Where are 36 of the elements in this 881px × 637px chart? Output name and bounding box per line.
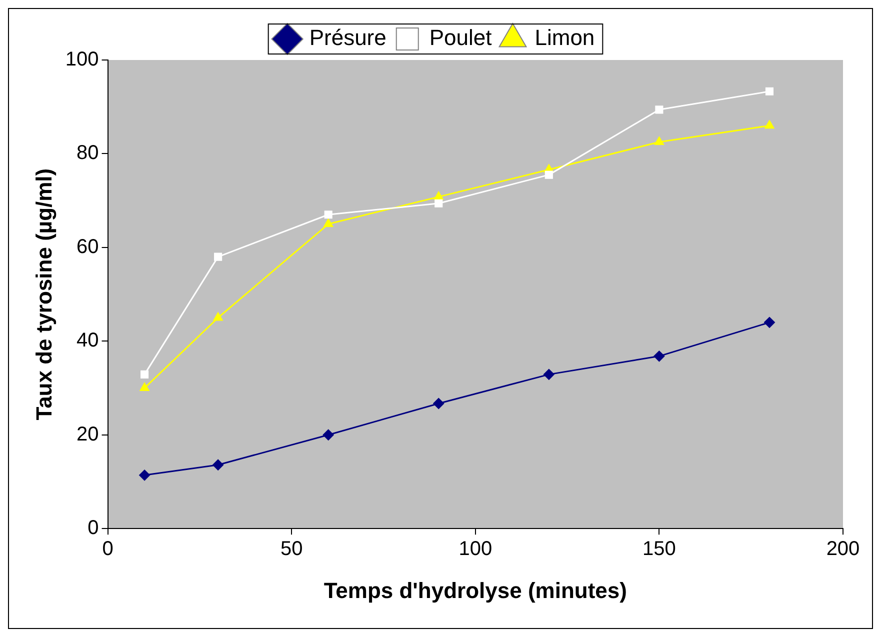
point	[765, 87, 774, 96]
point	[214, 252, 222, 261]
y-tick-label: 80	[76, 142, 99, 164]
point	[764, 316, 775, 328]
legend-label: Présure	[309, 25, 386, 50]
point	[140, 382, 150, 392]
point	[140, 370, 149, 378]
point	[434, 199, 443, 208]
y-tick-label: 60	[76, 236, 99, 258]
x-tick-label: 100	[458, 538, 492, 560]
x-tick-label: 200	[826, 538, 860, 560]
point	[543, 368, 554, 380]
y-tick-label: 100	[65, 48, 99, 71]
legend-label: Limon	[534, 25, 595, 50]
point	[764, 120, 774, 129]
point	[654, 350, 665, 362]
point	[213, 312, 223, 321]
x-tick-label: 0	[102, 538, 114, 560]
point	[655, 106, 664, 114]
point	[434, 191, 444, 200]
point	[433, 398, 444, 409]
point	[322, 429, 334, 440]
x-tick-label: 50	[280, 538, 303, 560]
y-axis-title: Taux de tyrosine (µg/ml)	[31, 168, 56, 420]
y-tick-label: 0	[88, 517, 99, 540]
point	[324, 218, 334, 228]
point	[544, 170, 553, 179]
legend-label: Poulet	[429, 25, 492, 50]
point	[212, 459, 224, 470]
point	[139, 470, 150, 481]
y-tick-label: 20	[76, 423, 99, 446]
point	[654, 136, 664, 146]
y-tick-label: 40	[76, 330, 99, 352]
point	[324, 210, 332, 219]
x-tick-label: 150	[642, 538, 676, 560]
x-axis-title: Temps d'hydrolyse (minutes)	[324, 578, 627, 603]
